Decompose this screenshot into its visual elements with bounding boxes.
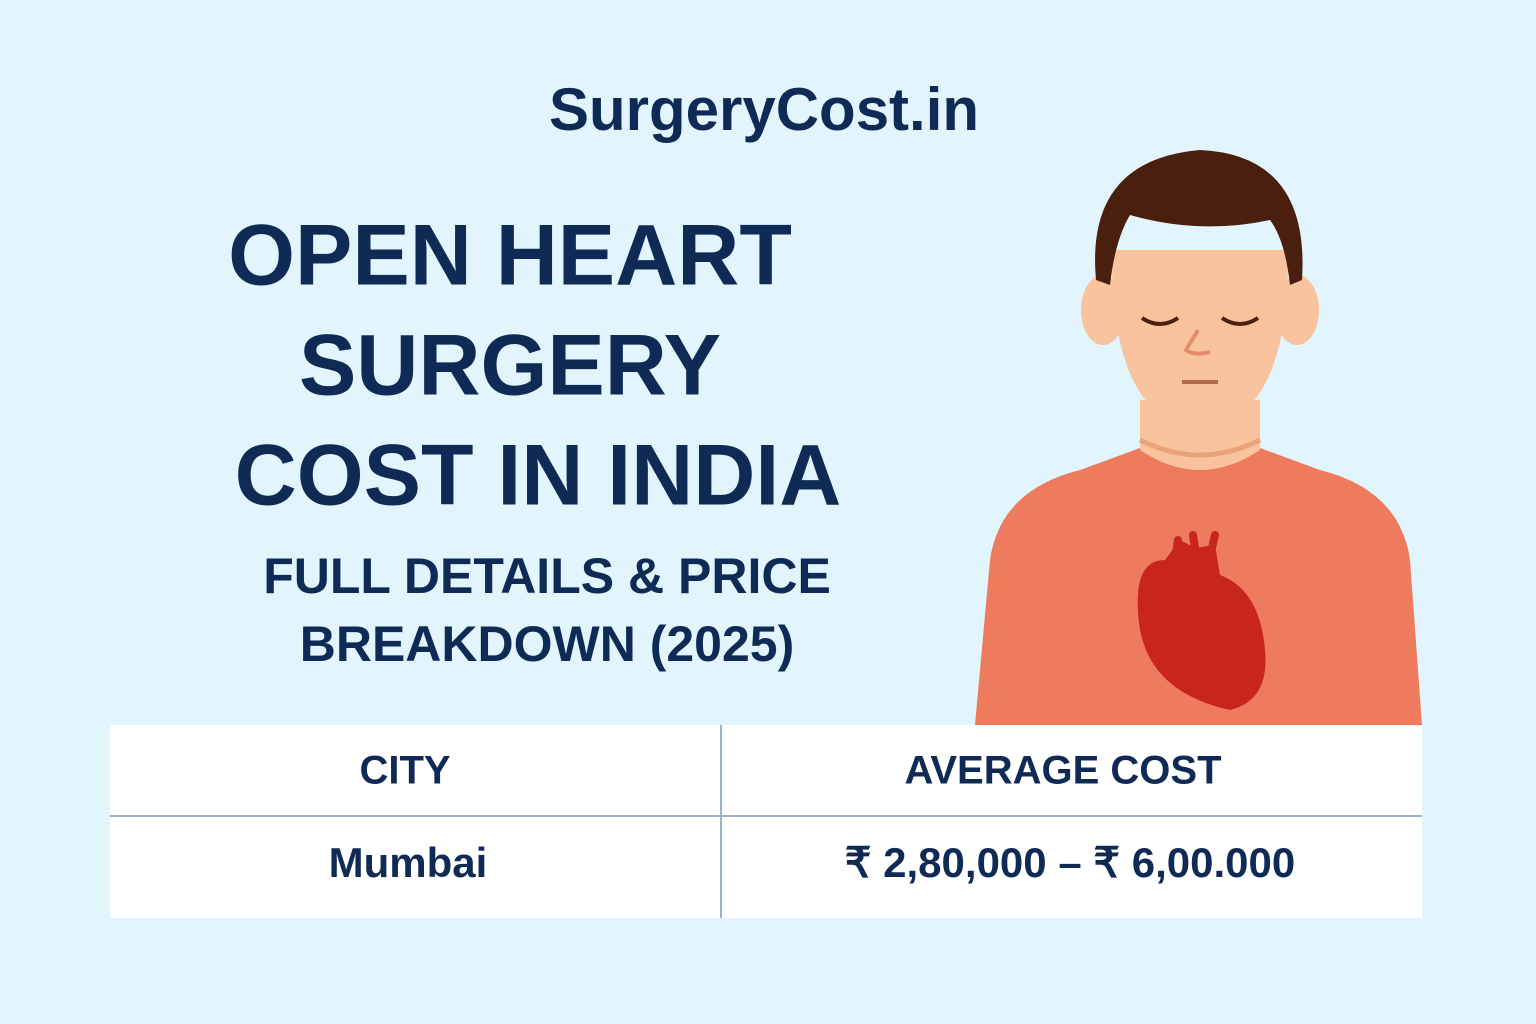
subtitle-line: BREAKDOWN (2025): [300, 616, 795, 672]
title-line: OPEN HEART: [228, 208, 792, 304]
subtitle-line: FULL DETAILS & PRICE: [263, 548, 831, 604]
table-header: AVERAGE COST: [904, 749, 1221, 793]
title-line: SURGERY: [299, 318, 721, 414]
table: [110, 725, 1422, 918]
table-header: CITY: [359, 749, 450, 793]
brand: SurgeryCost.in: [549, 76, 979, 143]
title-line: COST IN INDIA: [235, 428, 842, 524]
table-cell: ₹ 2,80,000 – ₹ 6,00.000: [845, 839, 1295, 886]
table-cell: Mumbai: [329, 839, 488, 886]
person-illustration: [975, 150, 1422, 725]
